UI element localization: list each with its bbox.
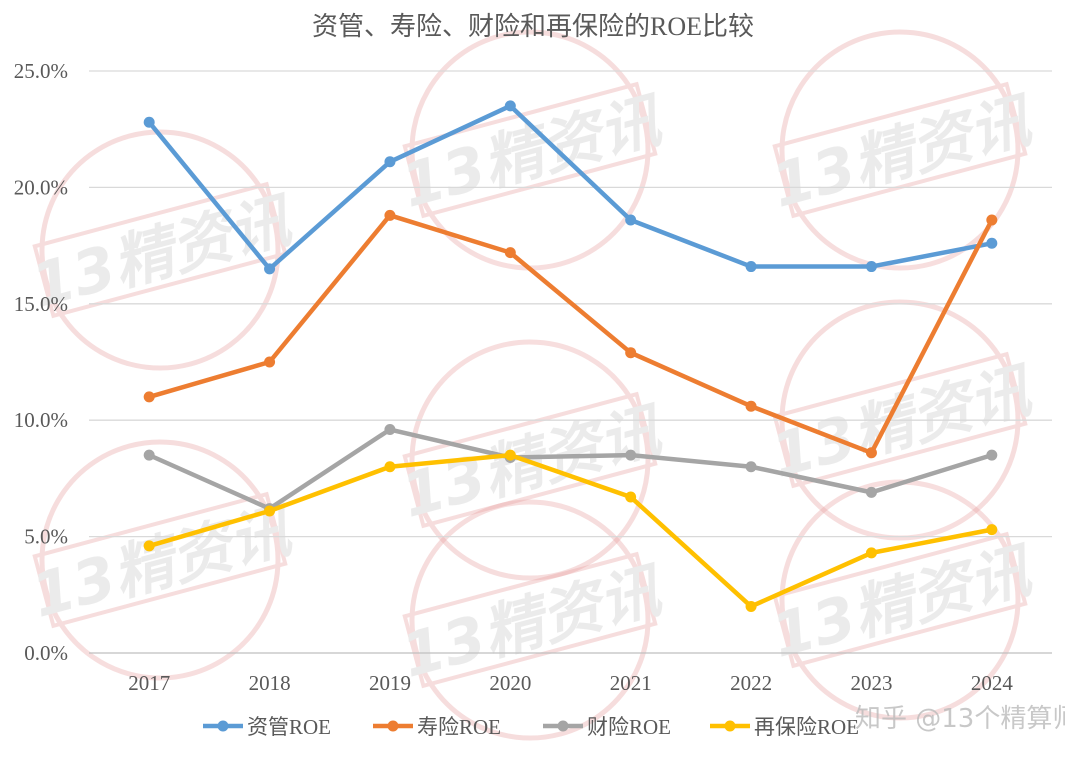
- x-tick-label: 2021: [610, 671, 652, 695]
- series-line: [147, 103, 993, 272]
- stamp-box: [772, 351, 1028, 489]
- data-point: [625, 214, 637, 226]
- watermark-stamp: 13精资讯: [765, 29, 1041, 271]
- y-tick-label: 15.0%: [14, 292, 68, 316]
- x-tick-label: 2019: [369, 671, 411, 695]
- data-point: [264, 263, 276, 275]
- y-tick-label: 20.0%: [14, 175, 68, 199]
- legend-label: 财险ROE: [587, 715, 671, 739]
- y-tick-label: 5.0%: [24, 525, 68, 549]
- series-group: [143, 100, 998, 612]
- data-point: [986, 214, 998, 226]
- x-tick-label: 2023: [850, 671, 892, 695]
- data-point: [504, 100, 516, 112]
- stamp-text: 13精资讯: [395, 85, 671, 222]
- stamp-box: [402, 551, 658, 689]
- x-axis: 2017 2018 2019 2020 2021 2022 2023 2024: [128, 671, 1013, 695]
- series-line: [148, 427, 993, 511]
- y-tick-label: 0.0%: [24, 641, 68, 665]
- x-tick-label: 2024: [971, 671, 1014, 695]
- legend-swatch-marker: [724, 720, 736, 732]
- series-1: [143, 100, 998, 275]
- data-point: [865, 547, 877, 559]
- data-point: [384, 461, 396, 473]
- series-4: [143, 449, 998, 612]
- data-point: [625, 449, 637, 461]
- data-point: [986, 237, 998, 249]
- stamp-ring: [779, 479, 1021, 721]
- stamp-ring: [39, 439, 281, 681]
- chart-title: 资管、寿险、财险和再保险的ROE比较: [312, 12, 754, 41]
- x-tick-label: 2017: [128, 671, 170, 695]
- data-point: [625, 491, 637, 503]
- stamp-ring: [779, 299, 1021, 541]
- legend-swatch-marker: [557, 720, 569, 732]
- x-tick-label: 2018: [249, 671, 291, 695]
- data-point: [384, 209, 396, 221]
- stamp-box: [402, 391, 658, 529]
- data-point: [143, 391, 155, 403]
- data-point: [143, 540, 155, 552]
- stamp-text: 13精资讯: [765, 355, 1041, 492]
- data-point: [745, 261, 757, 273]
- y-tick-label: 25.0%: [14, 59, 68, 83]
- stamp-ring: [779, 29, 1021, 271]
- legend-item: 寿险ROE: [373, 715, 501, 739]
- series-3: [143, 424, 998, 515]
- data-point: [865, 486, 877, 498]
- legend-item: 资管ROE: [203, 715, 331, 739]
- legend-label: 再保险ROE: [754, 715, 859, 739]
- series-line: [148, 213, 994, 456]
- y-tick-label: 10.0%: [14, 408, 68, 432]
- data-point: [264, 505, 276, 517]
- data-point: [865, 261, 877, 273]
- data-point: [143, 449, 155, 461]
- data-point: [745, 600, 757, 612]
- stamp-ring: [39, 129, 281, 371]
- stamp-text: 13精资讯: [765, 85, 1041, 222]
- data-point: [143, 116, 155, 128]
- stamp-ring: [409, 499, 651, 741]
- data-point: [384, 424, 396, 436]
- data-point: [986, 524, 998, 536]
- stamp-box: [32, 491, 288, 629]
- stamp-box: [772, 531, 1028, 669]
- stamp-box: [772, 81, 1028, 219]
- series-line: [148, 452, 993, 609]
- legend-swatch-marker: [217, 720, 229, 732]
- legend-item: 财险ROE: [543, 715, 671, 739]
- data-point: [986, 449, 998, 461]
- stamp-box: [32, 181, 288, 319]
- legend-item: 再保险ROE: [710, 715, 859, 739]
- x-tick-label: 2020: [489, 671, 531, 695]
- data-point: [745, 400, 757, 412]
- legend-label: 寿险ROE: [417, 715, 501, 739]
- data-point: [865, 447, 877, 459]
- legend-swatch-marker: [387, 720, 399, 732]
- series-2: [143, 209, 998, 459]
- data-point: [504, 449, 516, 461]
- y-axis: 0.0% 5.0% 10.0% 15.0% 20.0% 25.0%: [14, 59, 68, 665]
- data-point: [264, 356, 276, 368]
- legend: 资管ROE 寿险ROE 财险ROE 再保险ROE: [203, 715, 859, 739]
- stamp-ring: [409, 339, 651, 581]
- watermark-credit: 知乎 @13个精算师: [855, 704, 1065, 734]
- legend-label: 资管ROE: [247, 715, 331, 739]
- data-point: [745, 461, 757, 473]
- stamp-text: 13精资讯: [765, 535, 1041, 672]
- data-point: [504, 247, 516, 259]
- stamp-ring: [409, 29, 651, 271]
- data-point: [625, 347, 637, 359]
- x-tick-label: 2022: [730, 671, 772, 695]
- data-point: [384, 156, 396, 168]
